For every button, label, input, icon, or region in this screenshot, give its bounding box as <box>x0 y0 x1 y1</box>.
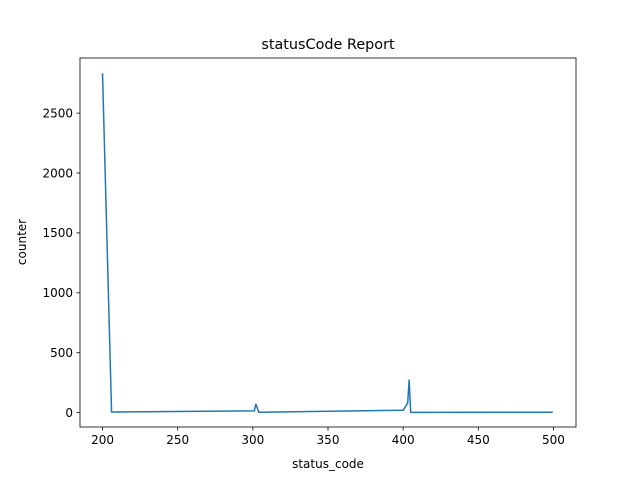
x-tick-label: 500 <box>542 433 565 447</box>
data-point <box>255 403 257 405</box>
x-tick-label: 250 <box>166 433 189 447</box>
y-tick-label: 1500 <box>42 226 73 240</box>
data-point <box>110 411 113 413</box>
series-line <box>101 73 553 414</box>
y-tick-label: 2000 <box>42 166 73 180</box>
y-axis-ticks: 0 500 1000 1500 2000 2500 <box>42 106 80 420</box>
y-tick-label: 2500 <box>42 106 73 120</box>
y-tick-label: 500 <box>50 346 73 360</box>
series-points <box>101 73 553 414</box>
x-axis-label: status_code <box>292 457 364 471</box>
data-point <box>406 402 409 404</box>
chart-title: statusCode Report <box>261 37 395 53</box>
data-point <box>402 409 404 411</box>
plot-area-frame <box>79 57 577 428</box>
x-tick-label: 300 <box>241 433 264 447</box>
data-point <box>409 411 412 414</box>
x-tick-label: 200 <box>91 433 114 447</box>
data-point <box>408 379 410 382</box>
y-tick-label: 0 <box>65 406 73 420</box>
data-point <box>101 73 104 75</box>
data-point <box>551 411 553 414</box>
y-tick-label: 1000 <box>42 286 73 300</box>
y-axis-label: counter <box>15 219 29 265</box>
x-tick-label: 400 <box>392 433 415 447</box>
data-point <box>253 410 256 412</box>
x-axis-ticks: 200 250 300 350 400 450 500 <box>91 427 565 447</box>
x-tick-label: 450 <box>467 433 490 447</box>
data-point <box>258 411 260 414</box>
x-tick-label: 350 <box>317 433 340 447</box>
